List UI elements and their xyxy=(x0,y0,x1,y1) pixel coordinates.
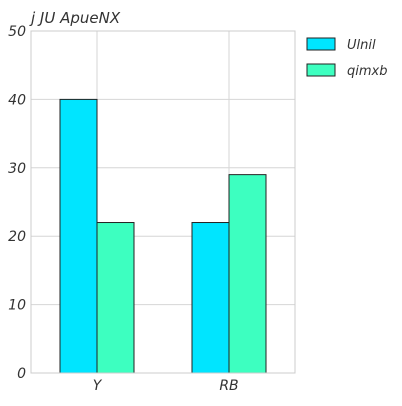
bar xyxy=(191,222,230,374)
legend-swatch xyxy=(306,63,336,77)
bars xyxy=(59,98,267,374)
y-tick-label: 20 xyxy=(8,229,26,245)
legend: Ulnil qimxb xyxy=(306,37,387,79)
legend-swatch xyxy=(306,37,336,51)
x-tick-label: Y xyxy=(93,378,103,394)
chart-title: j JU ApueNX xyxy=(29,9,121,27)
legend-label: qimxb xyxy=(347,64,387,79)
y-axis: 0 10 20 30 40 50 xyxy=(8,24,26,382)
y-tick-label: 40 xyxy=(8,92,26,108)
bar xyxy=(228,174,267,374)
x-tick-label: RB xyxy=(219,378,238,394)
y-tick-label: 30 xyxy=(8,161,26,177)
bar xyxy=(96,222,135,374)
plot-frame xyxy=(30,30,296,374)
y-tick-label: 10 xyxy=(8,298,26,314)
y-tick-label: 0 xyxy=(17,366,26,382)
x-axis: Y RB xyxy=(93,378,239,394)
bar xyxy=(59,98,98,374)
y-tick-label: 50 xyxy=(8,24,26,40)
legend-label: Ulnil xyxy=(347,38,376,53)
